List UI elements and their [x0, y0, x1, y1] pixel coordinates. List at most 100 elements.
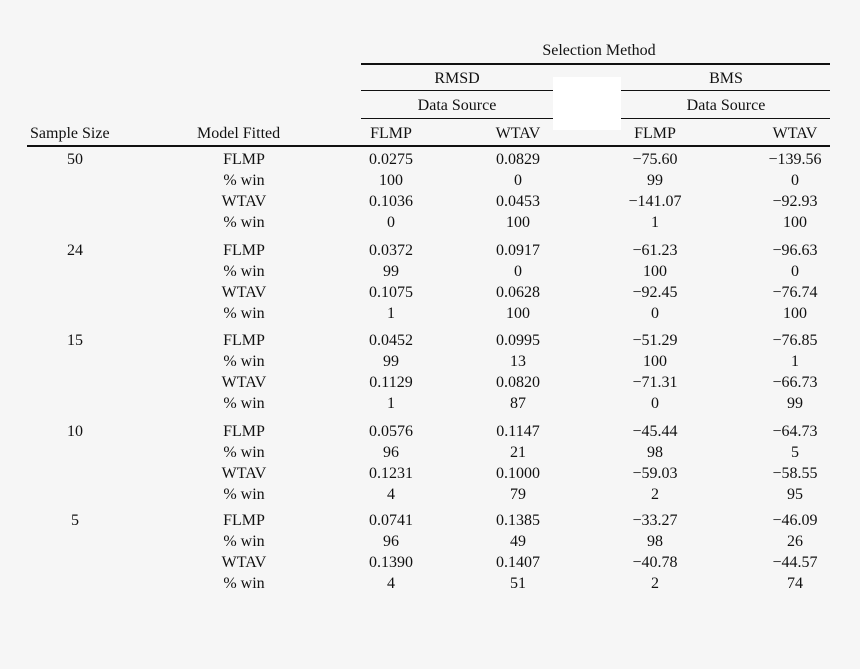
- model-fitted-header: Model Fitted: [197, 125, 281, 142]
- value-cell: 51: [510, 575, 526, 592]
- value-cell: 0: [387, 214, 395, 231]
- value-cell: 4: [387, 486, 395, 503]
- model-label-cell: FLMP: [223, 512, 265, 529]
- value-cell: −75.60: [632, 151, 678, 168]
- value-cell: −46.09: [772, 512, 818, 529]
- value-cell: 95: [787, 486, 803, 503]
- value-cell: 98: [647, 533, 663, 550]
- bms-source-rule: [621, 118, 830, 119]
- value-cell: 0.0995: [496, 332, 540, 349]
- rmsd-header: RMSD: [434, 70, 480, 87]
- value-cell: 100: [379, 172, 403, 189]
- value-cell: 0.1231: [369, 465, 413, 482]
- bms-header: BMS: [709, 70, 743, 87]
- header-rule-top: [361, 63, 830, 65]
- model-label-cell: FLMP: [223, 242, 265, 259]
- value-cell: −92.93: [772, 193, 818, 210]
- value-cell: −58.55: [772, 465, 818, 482]
- value-cell: 0.0453: [496, 193, 540, 210]
- header-rule-bottom: [27, 145, 830, 147]
- value-cell: 0.1390: [369, 554, 413, 571]
- value-cell: 0: [651, 395, 659, 412]
- model-label-cell: FLMP: [223, 423, 265, 440]
- value-cell: 99: [383, 353, 399, 370]
- value-cell: 0: [514, 263, 522, 280]
- value-cell: 0.1000: [496, 465, 540, 482]
- model-label-cell: WTAV: [221, 554, 267, 571]
- value-cell: 1: [387, 305, 395, 322]
- model-label-cell: % win: [223, 533, 265, 550]
- bms-wtav-header: WTAV: [772, 125, 818, 142]
- model-label-cell: % win: [223, 172, 265, 189]
- value-cell: −71.31: [632, 374, 678, 391]
- value-cell: 100: [506, 305, 530, 322]
- value-cell: −64.73: [772, 423, 818, 440]
- value-cell: 99: [383, 263, 399, 280]
- model-label-cell: % win: [223, 305, 265, 322]
- value-cell: 4: [387, 575, 395, 592]
- value-cell: 0.1075: [369, 284, 413, 301]
- sample-size-cell: 10: [67, 423, 83, 440]
- value-cell: 0: [651, 305, 659, 322]
- model-label-cell: % win: [223, 214, 265, 231]
- value-cell: −92.45: [632, 284, 678, 301]
- value-cell: 0.0917: [496, 242, 540, 259]
- value-cell: −141.07: [628, 193, 682, 210]
- sample-size-cell: 15: [67, 332, 83, 349]
- value-cell: 2: [651, 575, 659, 592]
- sample-size-cell: 50: [67, 151, 83, 168]
- value-cell: 49: [510, 533, 526, 550]
- value-cell: 0: [791, 172, 799, 189]
- value-cell: −40.78: [632, 554, 678, 571]
- value-cell: 100: [783, 305, 807, 322]
- value-cell: −51.29: [632, 332, 678, 349]
- bms-rule: [621, 90, 830, 91]
- value-cell: 100: [506, 214, 530, 231]
- value-cell: −139.56: [768, 151, 822, 168]
- value-cell: −66.73: [772, 374, 818, 391]
- rmsd-flmp-header: FLMP: [370, 125, 412, 142]
- value-cell: −59.03: [632, 465, 678, 482]
- sample-size-header: Sample Size: [30, 125, 110, 142]
- rmsd-data-source-header: Data Source: [417, 97, 497, 114]
- value-cell: 87: [510, 395, 526, 412]
- value-cell: 0.0372: [369, 242, 413, 259]
- rmsd-rule: [361, 90, 553, 91]
- value-cell: 26: [787, 533, 803, 550]
- value-cell: 0: [514, 172, 522, 189]
- model-label-cell: FLMP: [223, 151, 265, 168]
- value-cell: 96: [383, 533, 399, 550]
- model-label-cell: WTAV: [221, 193, 267, 210]
- value-cell: 0.0628: [496, 284, 540, 301]
- value-cell: 0.1407: [496, 554, 540, 571]
- value-cell: 0.0829: [496, 151, 540, 168]
- value-cell: 99: [647, 172, 663, 189]
- value-cell: −33.27: [632, 512, 678, 529]
- model-label-cell: WTAV: [221, 284, 267, 301]
- value-cell: 0.0820: [496, 374, 540, 391]
- selection-method-header: Selection Method: [542, 42, 656, 59]
- value-cell: 0.0741: [369, 512, 413, 529]
- value-cell: 0.0576: [369, 423, 413, 440]
- value-cell: 79: [510, 486, 526, 503]
- rmsd-wtav-header: WTAV: [495, 125, 541, 142]
- value-cell: 0.1147: [496, 423, 540, 440]
- value-cell: 1: [387, 395, 395, 412]
- value-cell: 5: [791, 444, 799, 461]
- value-cell: 100: [643, 263, 667, 280]
- value-cell: 0.0452: [369, 332, 413, 349]
- value-cell: 99: [787, 395, 803, 412]
- model-label-cell: % win: [223, 263, 265, 280]
- value-cell: −76.85: [772, 332, 818, 349]
- white-mask-block: [553, 77, 621, 130]
- value-cell: 0: [791, 263, 799, 280]
- rmsd-source-rule: [361, 118, 553, 119]
- sample-size-cell: 5: [71, 512, 79, 529]
- value-cell: 74: [787, 575, 803, 592]
- model-label-cell: % win: [223, 486, 265, 503]
- model-label-cell: WTAV: [221, 374, 267, 391]
- value-cell: −61.23: [632, 242, 678, 259]
- model-label-cell: % win: [223, 575, 265, 592]
- value-cell: −96.63: [772, 242, 818, 259]
- value-cell: −45.44: [632, 423, 678, 440]
